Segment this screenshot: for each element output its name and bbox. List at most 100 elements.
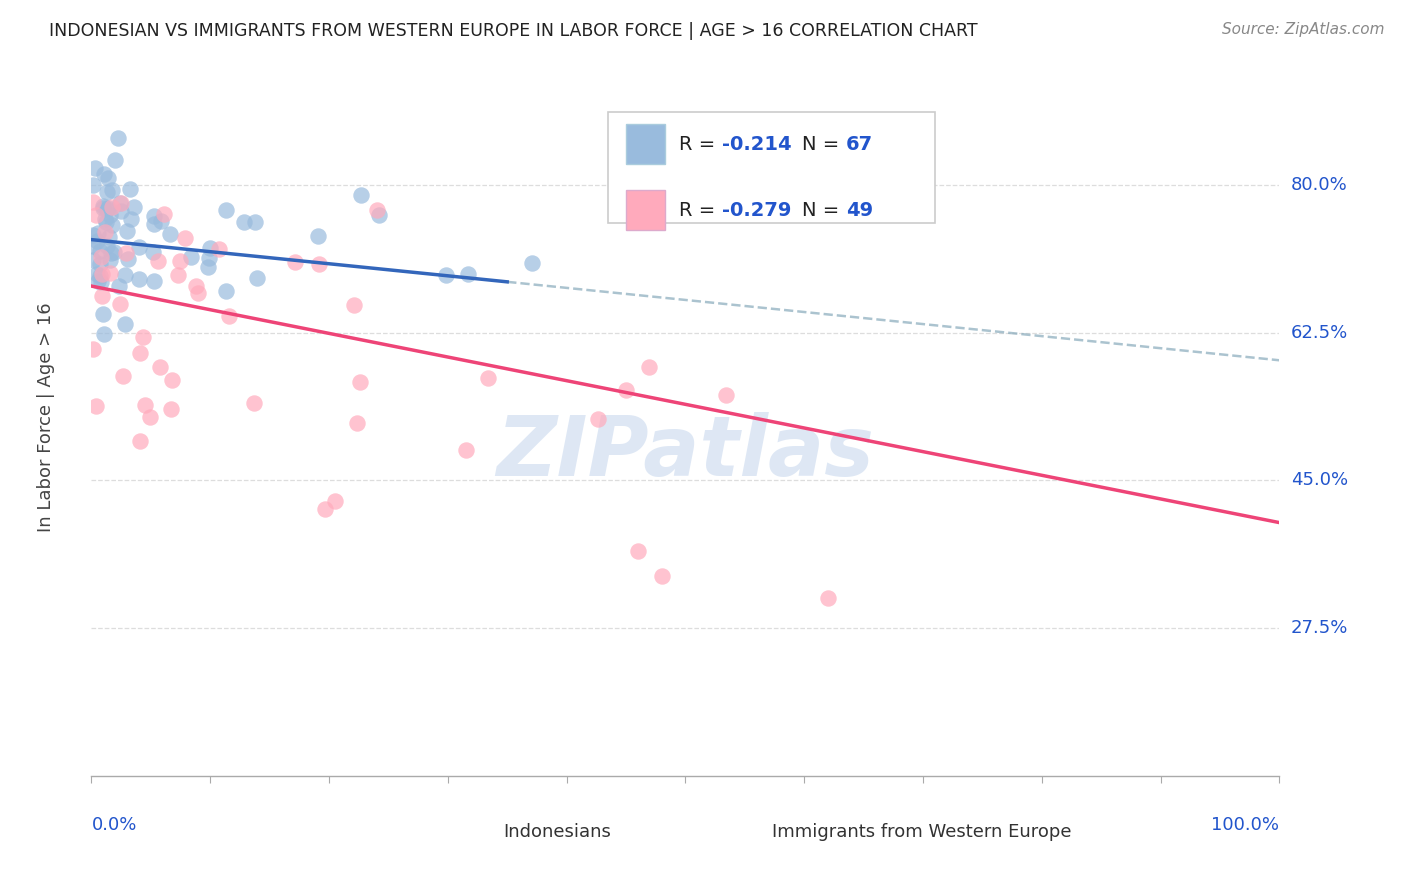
Point (148, 253, 170, 268)
Point (115, 224, 138, 238)
Point (94, 225, 117, 239)
Point (122, 200, 145, 214)
Point (82, 227, 104, 242)
Point (143, 210, 166, 224)
Point (82, 342, 104, 356)
Point (118, 182, 141, 196)
Text: N =: N = (801, 135, 845, 153)
Point (128, 434, 150, 448)
Point (142, 245, 165, 260)
Point (716, 388, 738, 402)
Point (128, 240, 150, 254)
Point (243, 396, 266, 410)
Point (159, 227, 181, 242)
Text: In Labor Force | Age > 16: In Labor Force | Age > 16 (37, 302, 55, 532)
Point (284, 254, 307, 268)
Point (115, 246, 138, 260)
Point (243, 215, 266, 229)
Point (100, 246, 122, 260)
Point (91, 307, 114, 321)
Point (160, 373, 183, 387)
Point (96, 215, 118, 229)
Text: 45.0%: 45.0% (1291, 471, 1348, 490)
Point (456, 442, 478, 457)
Point (246, 270, 269, 285)
Point (90, 275, 112, 289)
Point (139, 409, 162, 424)
Point (89, 257, 111, 271)
Text: Indonesians: Indonesians (503, 823, 612, 841)
Text: -0.279: -0.279 (723, 201, 792, 219)
Point (100, 218, 122, 232)
Point (218, 310, 240, 324)
FancyBboxPatch shape (626, 124, 665, 164)
Point (110, 204, 132, 219)
Point (97, 201, 120, 215)
Point (323, 493, 346, 508)
Point (180, 250, 202, 264)
Point (174, 231, 197, 245)
Point (114, 317, 136, 331)
Point (366, 203, 388, 218)
Point (93, 327, 115, 342)
Point (215, 284, 238, 298)
Point (637, 360, 659, 375)
Point (160, 402, 183, 417)
Point (90, 268, 112, 282)
Text: 0.0%: 0.0% (91, 815, 136, 833)
Point (627, 544, 650, 558)
Point (98, 229, 121, 244)
Point (108, 278, 131, 293)
Point (96, 186, 118, 200)
Point (367, 208, 389, 222)
FancyBboxPatch shape (463, 818, 498, 846)
Point (84, 161, 107, 175)
Point (110, 195, 132, 210)
Point (143, 274, 166, 288)
Point (108, 297, 131, 311)
Point (150, 213, 173, 227)
Point (89, 244, 111, 259)
Point (208, 242, 231, 256)
Point (84, 208, 107, 222)
Point (93, 167, 115, 181)
Point (107, 131, 129, 145)
Point (184, 279, 207, 293)
FancyBboxPatch shape (626, 191, 665, 230)
Point (87, 274, 110, 288)
Text: -0.214: -0.214 (723, 135, 792, 153)
Point (98, 266, 121, 280)
FancyBboxPatch shape (609, 112, 935, 223)
Point (97, 170, 120, 185)
Point (114, 268, 136, 282)
Point (134, 399, 156, 413)
Point (82, 239, 104, 253)
Point (96, 239, 118, 253)
Point (198, 241, 221, 255)
Point (129, 346, 152, 360)
Text: Source: ZipAtlas.com: Source: ZipAtlas.com (1222, 22, 1385, 37)
Point (153, 207, 176, 221)
Point (132, 330, 155, 344)
Point (167, 268, 190, 282)
Point (169, 253, 191, 268)
Point (187, 286, 209, 301)
Point (198, 251, 221, 265)
Point (817, 591, 839, 605)
Point (98, 253, 121, 268)
Text: Immigrants from Western Europe: Immigrants from Western Europe (772, 823, 1071, 841)
Text: 62.5%: 62.5% (1291, 324, 1348, 342)
Point (434, 268, 457, 282)
Text: 27.5%: 27.5% (1291, 619, 1348, 637)
Point (457, 267, 479, 281)
Point (343, 298, 366, 312)
Text: 49: 49 (846, 201, 873, 219)
Point (103, 244, 125, 259)
Text: 80.0%: 80.0% (1291, 176, 1347, 194)
Point (91, 199, 114, 213)
Point (82, 253, 104, 268)
Point (586, 412, 609, 426)
Point (86, 226, 108, 240)
Point (111, 369, 134, 384)
Point (197, 260, 219, 275)
